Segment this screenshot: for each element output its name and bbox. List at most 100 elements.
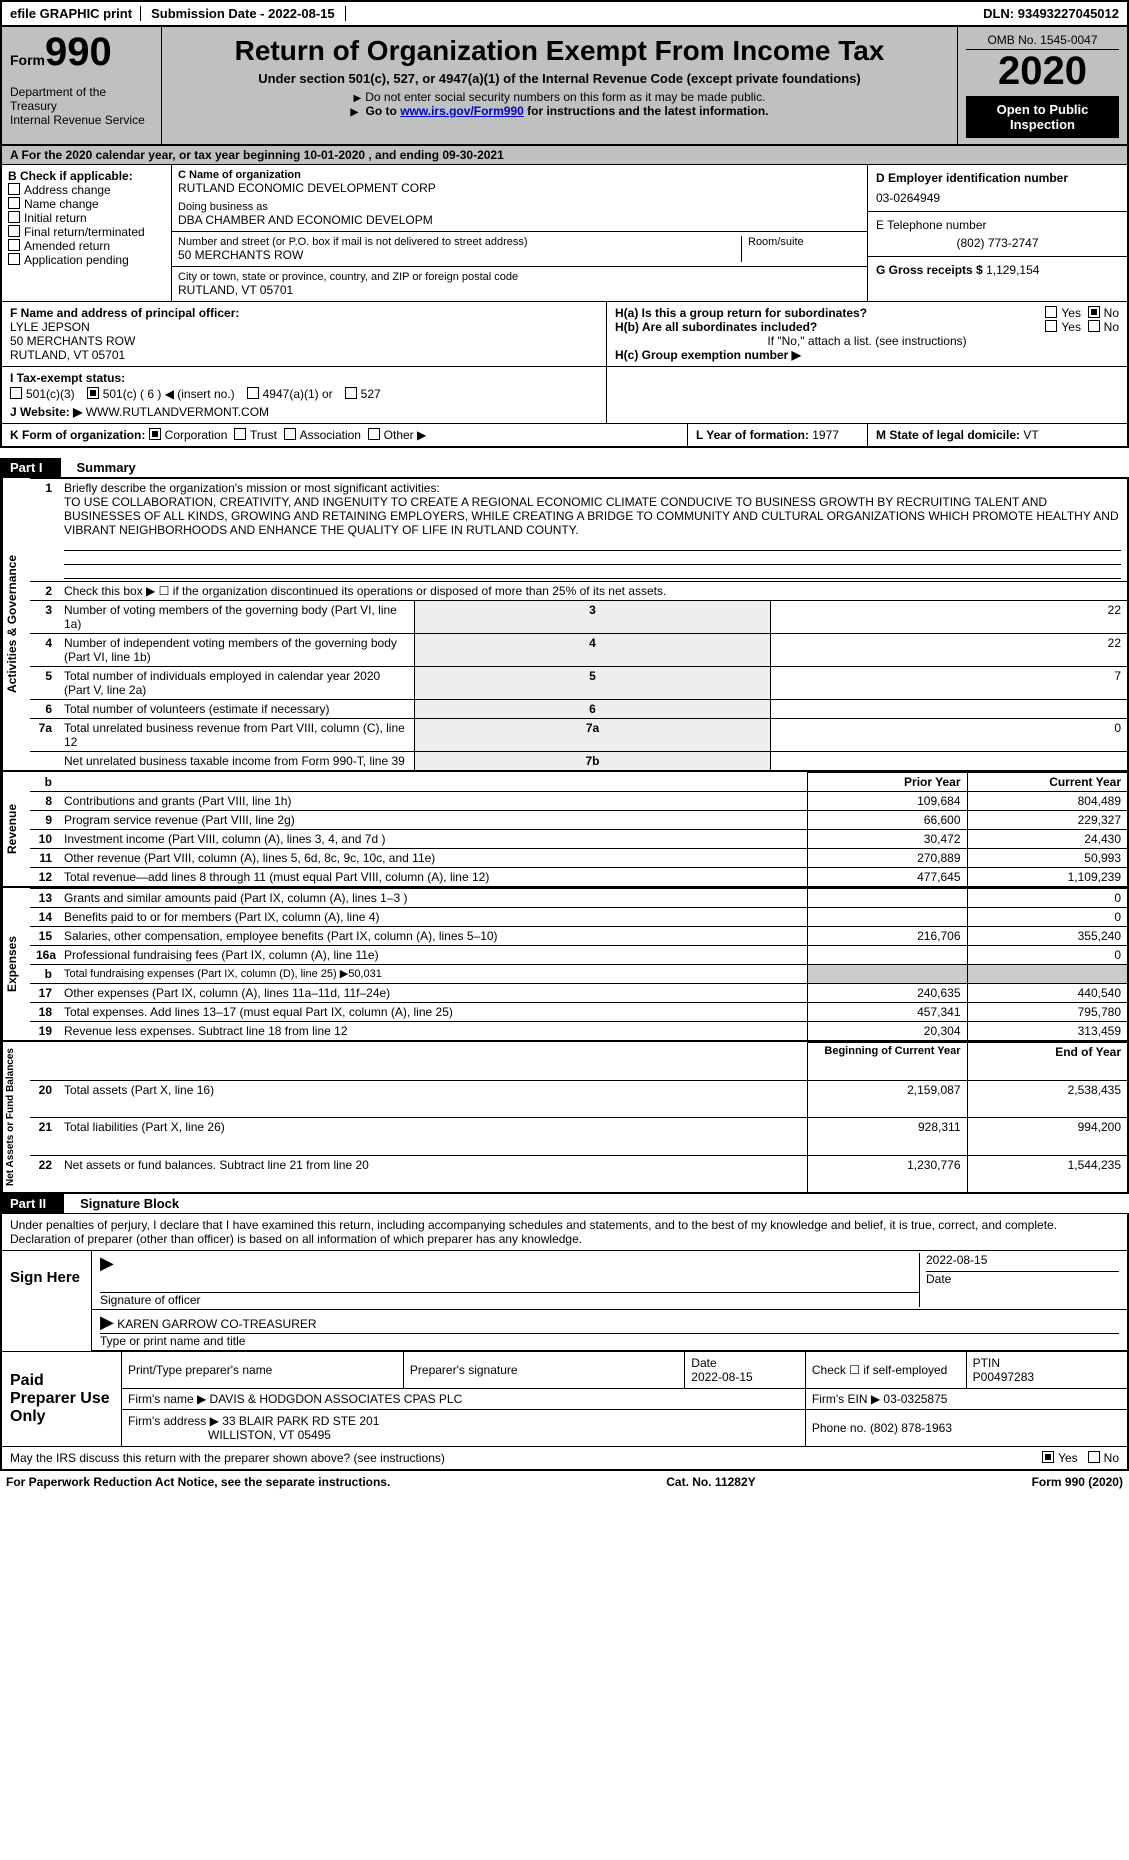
dln-label: DLN: <box>983 6 1018 21</box>
i-label: I Tax-exempt status: <box>10 371 125 385</box>
row-a-tax-year: A For the 2020 calendar year, or tax yea… <box>0 146 1129 165</box>
k-label: K Form of organization: <box>10 428 145 442</box>
chk-application-pending[interactable]: Application pending <box>8 253 165 267</box>
section-f-officer: F Name and address of principal officer:… <box>2 301 607 366</box>
line13-prior <box>807 889 967 908</box>
form-caution: Do not enter social security numbers on … <box>170 90 949 104</box>
header-center: Return of Organization Exempt From Incom… <box>162 27 957 144</box>
line16b-text: Total fundraising expenses (Part IX, col… <box>58 965 807 984</box>
chk-501c-other[interactable] <box>87 387 103 401</box>
governance-table: 1 Briefly describe the organization's mi… <box>30 478 1127 770</box>
form-reference: Form 990 (2020) <box>1032 1475 1123 1489</box>
chk-corporation[interactable] <box>149 428 165 442</box>
paid-preparer-grid: Paid Preparer Use Only Print/Type prepar… <box>2 1351 1127 1446</box>
hb-label: H(b) Are all subordinates included? <box>615 320 817 334</box>
header-right: OMB No. 1545-0047 2020 Open to Public In… <box>957 27 1127 144</box>
section-i-tax-exempt: I Tax-exempt status: 501(c)(3) 501(c) ( … <box>2 366 607 423</box>
row-i-j: I Tax-exempt status: 501(c)(3) 501(c) ( … <box>0 366 1129 423</box>
chk-initial-return[interactable]: Initial return <box>8 211 165 225</box>
self-employed-check[interactable]: Check ☐ if self-employed <box>805 1352 966 1388</box>
firm-addr-label: Firm's address ▶ <box>128 1414 222 1428</box>
chk-amended-return[interactable]: Amended return <box>8 239 165 253</box>
chk-trust[interactable] <box>234 428 250 442</box>
row-k-l-m: K Form of organization: Corporation Trus… <box>0 423 1129 448</box>
form-header: Form990 Department of the Treasury Inter… <box>0 27 1129 146</box>
f-officer-city: RUTLAND, VT 05701 <box>10 348 125 362</box>
section-expenses: Expenses 13Grants and similar amounts pa… <box>0 888 1129 1042</box>
efile-top-bar: efile GRAPHIC print Submission Date - 20… <box>0 0 1129 27</box>
submission-date-label: Submission Date - <box>151 6 268 21</box>
chk-other-form[interactable] <box>368 428 384 442</box>
chk-501c3[interactable] <box>10 387 26 401</box>
line7b-text: Net unrelated business taxable income fr… <box>58 752 414 771</box>
street-value: 50 MERCHANTS ROW <box>178 248 741 262</box>
line12-cur: 1,109,239 <box>967 868 1127 887</box>
line3-text: Number of voting members of the governin… <box>58 601 414 634</box>
section-d-e-g: D Employer identification number 03-0264… <box>867 165 1127 301</box>
header-left: Form990 Department of the Treasury Inter… <box>2 27 162 144</box>
line8-text: Contributions and grants (Part VIII, lin… <box>58 792 807 811</box>
chk-address-change[interactable]: Address change <box>8 183 165 197</box>
type-name-value: KAREN GARROW CO-TREASURER <box>117 1317 316 1331</box>
sidebar-net-assets: Net Assets or Fund Balances <box>2 1042 30 1192</box>
hb-no[interactable] <box>1088 320 1104 334</box>
footer: For Paperwork Reduction Act Notice, see … <box>0 1471 1129 1493</box>
section-activities-governance: Activities & Governance 1 Briefly descri… <box>0 478 1129 772</box>
line18-prior: 457,341 <box>807 1003 967 1022</box>
prior-year-head: Prior Year <box>807 773 967 792</box>
room-suite-label: Room/suite <box>748 236 861 248</box>
goto-link[interactable]: www.irs.gov/Form990 <box>400 104 524 118</box>
line17-prior: 240,635 <box>807 984 967 1003</box>
sidebar-governance: Activities & Governance <box>2 478 30 770</box>
beg-year-head: Beginning of Current Year <box>807 1043 967 1081</box>
hb-note: If "No," attach a list. (see instruction… <box>615 334 1119 348</box>
paperwork-notice: For Paperwork Reduction Act Notice, see … <box>6 1475 390 1489</box>
line5-text: Total number of individuals employed in … <box>58 667 414 700</box>
ha-no[interactable] <box>1088 306 1104 320</box>
line20-prior: 2,159,087 <box>807 1080 967 1118</box>
part-i-tag: Part I <box>0 458 61 477</box>
line11-text: Other revenue (Part VIII, column (A), li… <box>58 849 807 868</box>
line15-prior: 216,706 <box>807 927 967 946</box>
goto-pre: Go to <box>366 104 401 118</box>
line21-cur: 994,200 <box>967 1118 1127 1156</box>
g-gross-receipts-value: 1,129,154 <box>986 263 1039 277</box>
line15-cur: 355,240 <box>967 927 1127 946</box>
e-phone-value: (802) 773-2747 <box>876 236 1119 250</box>
f-officer-name: LYLE JEPSON <box>10 320 90 334</box>
line13-cur: 0 <box>967 889 1127 908</box>
chk-527[interactable] <box>345 387 361 401</box>
chk-association[interactable] <box>284 428 300 442</box>
line14-text: Benefits paid to or for members (Part IX… <box>58 908 807 927</box>
ha-label: H(a) Is this a group return for subordin… <box>615 306 867 320</box>
line1-label: Briefly describe the organization's miss… <box>64 481 440 495</box>
prep-date-value: 2022-08-15 <box>691 1370 752 1384</box>
hb-yes[interactable] <box>1045 320 1061 334</box>
chk-final-return[interactable]: Final return/terminated <box>8 225 165 239</box>
submission-date-cell: Submission Date - 2022-08-15 <box>140 6 346 21</box>
line14-prior <box>807 908 967 927</box>
discuss-yes[interactable] <box>1042 1451 1058 1465</box>
line1-mission-text: TO USE COLLABORATION, CREATIVITY, AND IN… <box>64 495 1119 537</box>
ha-yes[interactable] <box>1045 306 1061 320</box>
chk-4947a1[interactable] <box>247 387 263 401</box>
treasury-dept-line2: Internal Revenue Service <box>10 113 153 127</box>
ptin-value: P00497283 <box>973 1370 1034 1384</box>
j-website: WWW.RUTLANDVERMONT.COM <box>86 405 269 419</box>
perjury-declaration: Under penalties of perjury, I declare th… <box>2 1214 1127 1250</box>
chk-name-change[interactable]: Name change <box>8 197 165 211</box>
preparer-table: Print/Type preparer's name Preparer's si… <box>122 1352 1127 1446</box>
discuss-with-preparer: May the IRS discuss this return with the… <box>10 1451 445 1465</box>
m-label: M State of legal domicile: <box>876 428 1023 442</box>
dba-value: DBA CHAMBER AND ECONOMIC DEVELOPM <box>178 213 861 227</box>
line11-prior: 270,889 <box>807 849 967 868</box>
discuss-no[interactable] <box>1088 1451 1104 1465</box>
entity-header-block: B Check if applicable: Address change Na… <box>0 165 1129 301</box>
street-label: Number and street (or P.O. box if mail i… <box>178 236 741 248</box>
d-ein-label: D Employer identification number <box>876 171 1119 185</box>
g-gross-receipts-label: G Gross receipts $ <box>876 263 986 277</box>
sign-here-label: Sign Here <box>2 1251 92 1351</box>
line19-cur: 313,459 <box>967 1022 1127 1041</box>
line3-box: 3 <box>414 601 770 634</box>
preparer-name-label: Print/Type preparer's name <box>122 1352 403 1388</box>
